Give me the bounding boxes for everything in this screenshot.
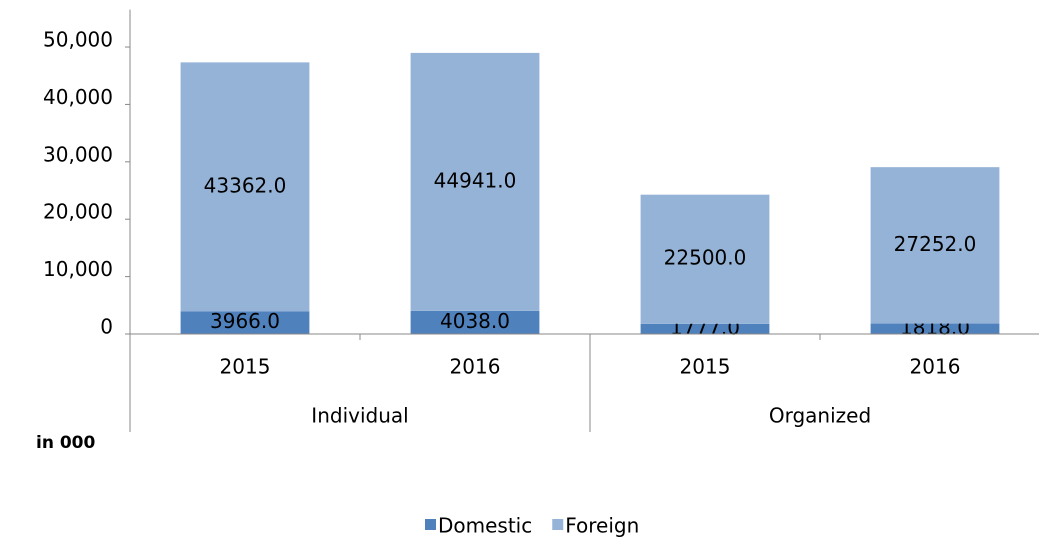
x-tick-label: 2015	[680, 355, 731, 379]
legend-swatch	[425, 519, 436, 530]
legend-label: Domestic	[438, 514, 532, 538]
y-tick-label: 20,000	[43, 200, 113, 224]
x-tick-label: 2016	[910, 355, 961, 379]
data-label: 43362.0	[204, 173, 287, 197]
bar-segment	[180, 62, 310, 312]
bar-segment	[640, 323, 770, 334]
legend-label: Foreign	[565, 514, 639, 538]
bar-segment	[870, 323, 1000, 334]
x-tick-label: 2016	[450, 355, 501, 379]
bar-segment	[180, 311, 310, 334]
y-tick-label: 30,000	[43, 142, 113, 166]
data-label: 4038.0	[440, 309, 510, 333]
bar-segment	[870, 167, 1000, 324]
legend-swatch	[552, 519, 564, 530]
bar-segment	[640, 194, 770, 324]
bar-segment	[410, 52, 540, 311]
bar-segment	[410, 310, 540, 334]
data-label: 22500.0	[664, 246, 747, 270]
y-tick-label: 40,000	[43, 85, 113, 109]
y-tick-label: 0	[100, 315, 113, 339]
data-label: 3966.0	[210, 309, 280, 333]
y-tick-label: 50,000	[43, 28, 113, 52]
y-tick-label: 10,000	[43, 257, 113, 281]
group-label: Organized	[769, 404, 871, 428]
data-label: 27252.0	[894, 232, 977, 256]
x-tick-label: 2015	[220, 355, 271, 379]
group-label: Individual	[311, 404, 408, 428]
data-label: 44941.0	[434, 168, 517, 192]
unit-note: in 000	[36, 433, 96, 453]
